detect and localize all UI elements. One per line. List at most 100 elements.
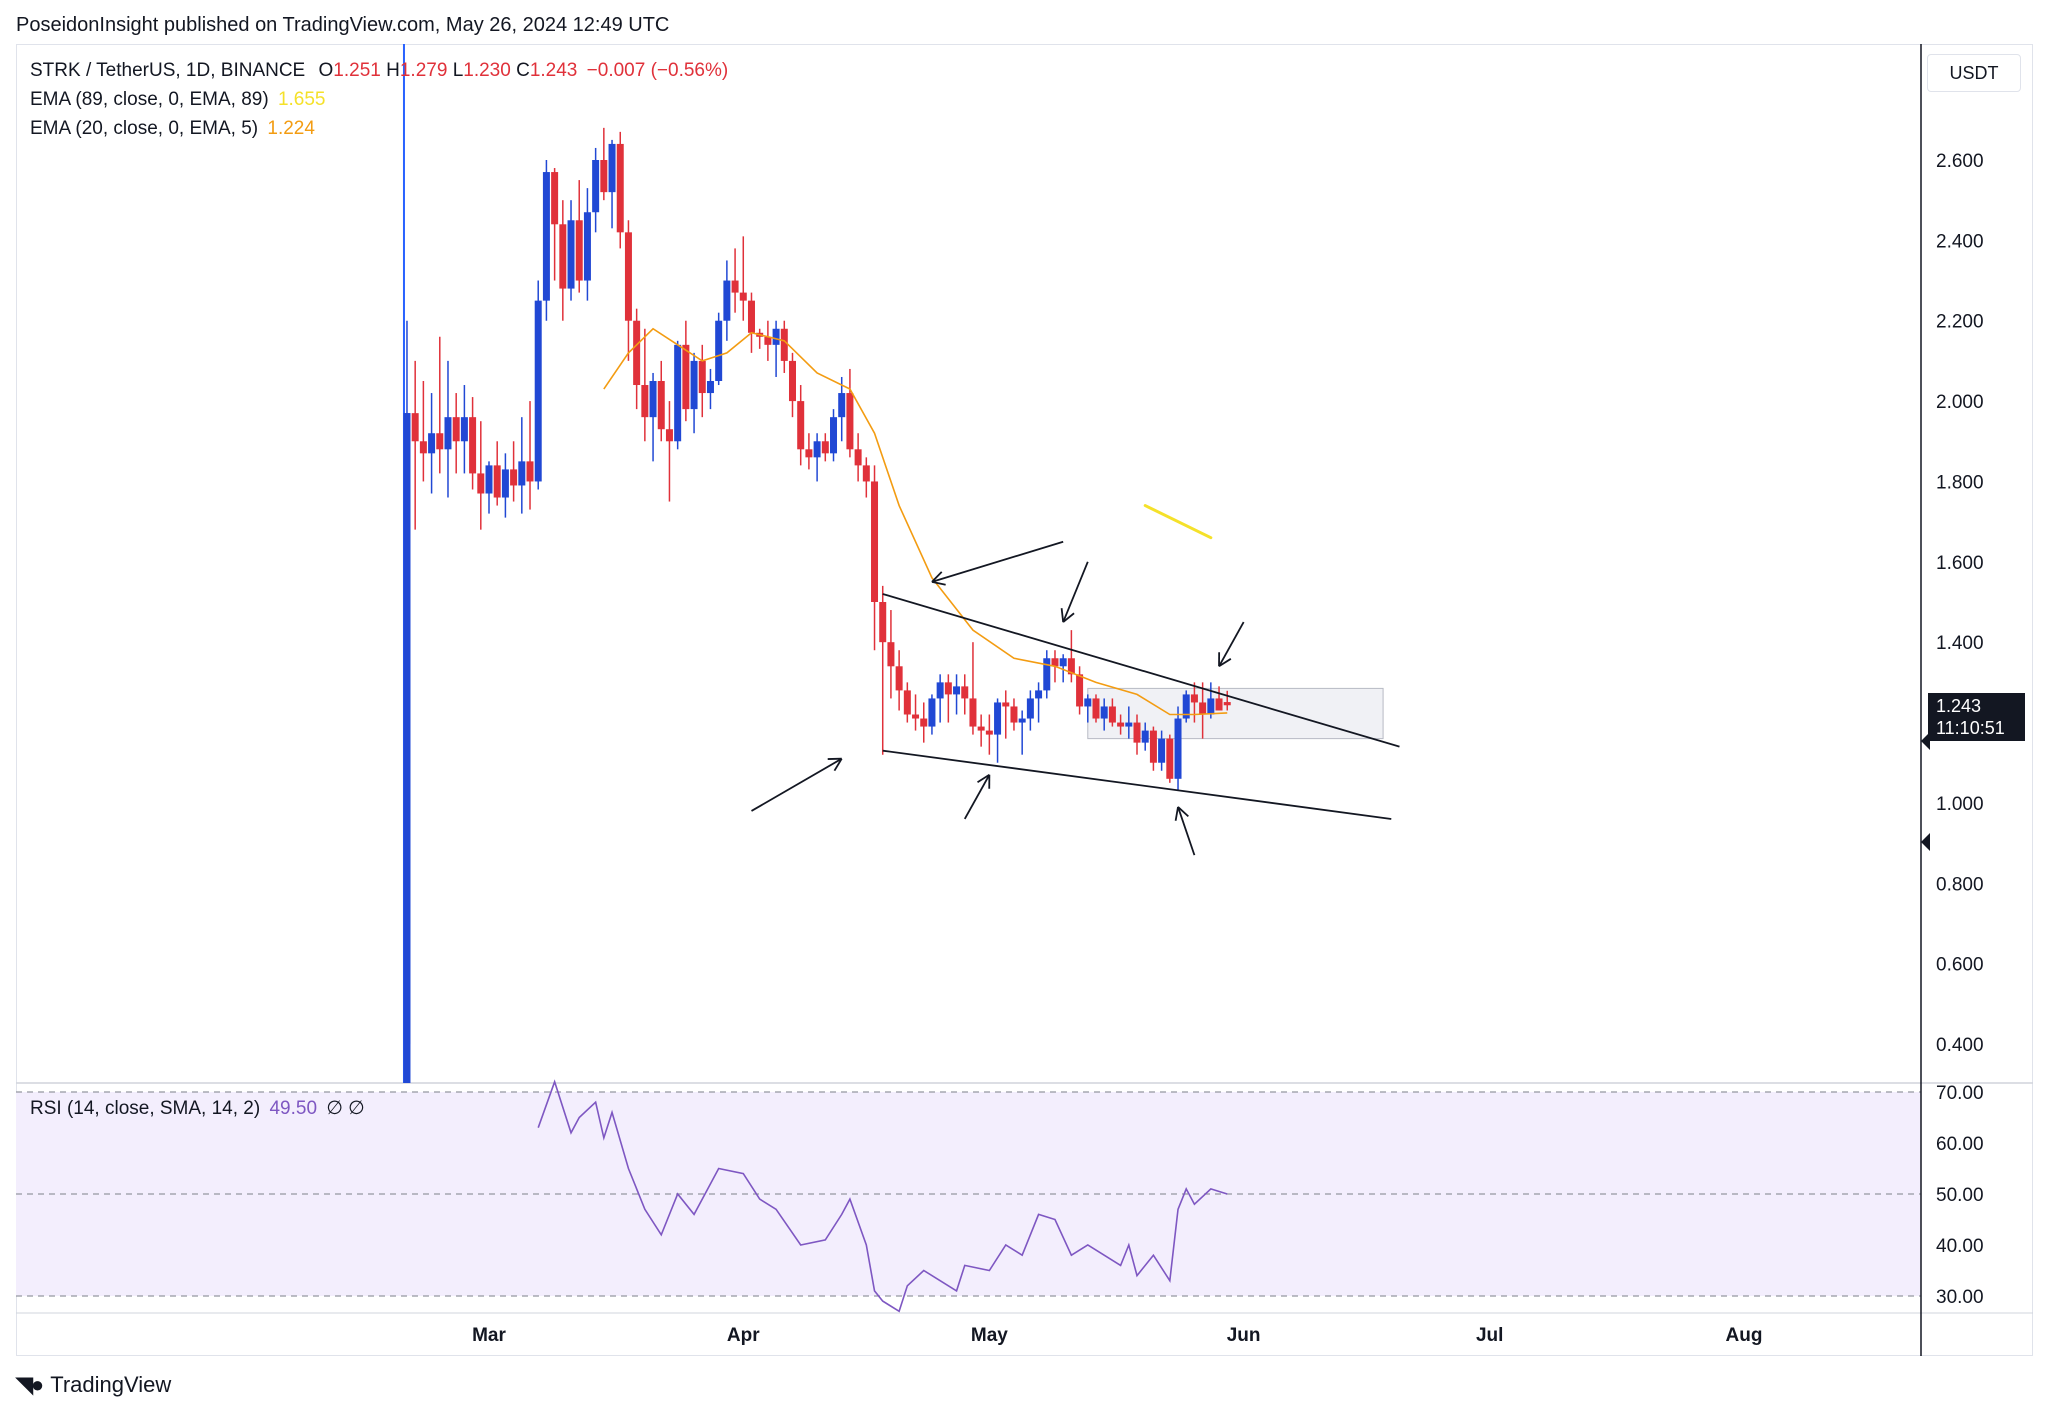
candle-body xyxy=(731,280,739,293)
candle-body xyxy=(460,417,468,442)
candle-body xyxy=(830,417,838,454)
candle-body xyxy=(1133,722,1141,743)
price-tick-label: 1.000 xyxy=(1936,794,1984,815)
candle-body xyxy=(969,698,977,727)
price-tick-label: 2.400 xyxy=(1936,231,1984,252)
candle-body xyxy=(567,220,575,289)
arrow-shaft xyxy=(1177,806,1196,856)
arrow-head xyxy=(1174,806,1179,821)
ema20-line xyxy=(603,327,1228,716)
candle-body xyxy=(592,160,600,213)
candle-body xyxy=(436,433,444,450)
time-tick-label: Aug xyxy=(1726,1325,1763,1346)
tradingview-logo-icon: ◥● xyxy=(16,1372,44,1397)
price-tick-label: 0.400 xyxy=(1936,1035,1984,1056)
candle-body xyxy=(1026,698,1034,719)
candle-body xyxy=(477,473,485,494)
candle-body xyxy=(764,336,772,345)
candle-body xyxy=(1059,658,1067,667)
candle-body-listing xyxy=(403,413,411,1083)
candle-body xyxy=(665,429,673,442)
candle-body xyxy=(1141,730,1149,743)
bar-countdown: 11:10:51 xyxy=(1936,718,2005,738)
candle-body xyxy=(444,417,452,450)
ema89-label: EMA (89, close, 0, EMA, 89) xyxy=(30,89,269,110)
candle-body xyxy=(715,320,723,381)
candle-body xyxy=(501,469,509,498)
candle-body xyxy=(534,300,542,482)
price-tick-label: 2.600 xyxy=(1936,151,1984,172)
candle-body xyxy=(871,481,879,602)
arrow-head xyxy=(1060,608,1065,623)
arrow-head xyxy=(977,774,990,784)
currency-button[interactable]: USDT xyxy=(1927,54,2021,92)
price-tick-label: 0.800 xyxy=(1936,874,1984,895)
candle-body xyxy=(1117,722,1125,727)
rsi-tick-label: 30.00 xyxy=(1936,1287,1984,1308)
legend-ema89[interactable]: EMA (89, close, 0, EMA, 89) 1.655 xyxy=(30,89,325,111)
arrow-head xyxy=(1062,612,1075,623)
candle-body xyxy=(542,172,550,301)
candle-body xyxy=(419,441,427,454)
ema89-value: 1.655 xyxy=(277,89,326,110)
candle-body xyxy=(674,344,682,442)
candle-body xyxy=(1067,658,1075,675)
candles xyxy=(403,127,1231,1083)
arrow-head xyxy=(1218,658,1232,668)
trendline-2 xyxy=(882,749,1392,820)
candle-body xyxy=(1166,738,1174,779)
candle-body xyxy=(690,360,698,410)
candle-body xyxy=(1002,702,1010,707)
legend-ohlc: O1.251 H1.279 L1.230 C1.243 −0.007 (−0.5… xyxy=(318,60,729,81)
legend-symbol[interactable]: STRK / TetherUS, 1D, BINANCE xyxy=(30,60,306,81)
arrow-head xyxy=(833,758,843,772)
candle-body xyxy=(706,381,714,394)
candle-body xyxy=(821,441,829,454)
candle-body xyxy=(944,682,952,695)
candle-body xyxy=(1207,698,1215,715)
candle-body xyxy=(1035,690,1043,699)
chart-frame xyxy=(16,44,2033,1356)
candle-body xyxy=(1223,702,1231,706)
rsi-line xyxy=(537,1079,1228,1313)
candle-body xyxy=(797,401,805,450)
candle-body xyxy=(682,344,690,410)
candle-body xyxy=(1076,674,1084,707)
ema20-value: 1.224 xyxy=(267,118,315,139)
candle-body xyxy=(1010,706,1018,723)
candle-body xyxy=(961,686,969,699)
candle-body xyxy=(887,642,895,667)
candle-body xyxy=(1158,738,1166,763)
arrow-shaft xyxy=(931,540,1064,583)
candle-body xyxy=(862,465,870,482)
ema20-label: EMA (20, close, 0, EMA, 5) xyxy=(30,118,259,139)
arrow-shaft xyxy=(751,757,843,812)
candle-body xyxy=(985,730,993,735)
candle-body xyxy=(994,702,1002,735)
candle-body xyxy=(953,686,961,695)
candle-body xyxy=(1018,718,1026,723)
brand-name: TradingView xyxy=(50,1372,172,1397)
candle-body xyxy=(551,172,559,225)
arrow-shaft xyxy=(963,774,991,820)
candle-body xyxy=(1051,658,1059,667)
candle-body xyxy=(1215,698,1223,711)
candle-body xyxy=(813,441,821,458)
time-tick-label: Apr xyxy=(727,1325,760,1346)
arrow-head xyxy=(931,571,943,583)
candle-body xyxy=(895,666,903,691)
price-tick-label: 1.400 xyxy=(1936,633,1984,654)
price-pointer-icon xyxy=(1921,732,1930,750)
rsi-tick-label: 60.00 xyxy=(1936,1134,1984,1155)
candle-body xyxy=(772,328,780,345)
candle-body xyxy=(649,381,657,418)
legend-ema20[interactable]: EMA (20, close, 0, EMA, 5) 1.224 xyxy=(30,118,315,140)
arrow-head xyxy=(1177,806,1189,818)
price-tick-label: 2.000 xyxy=(1936,392,1984,413)
tradingview-brand[interactable]: ◥● TradingView xyxy=(16,1372,171,1398)
legend-rsi[interactable]: RSI (14, close, SMA, 14, 2) 49.50 ∅ ∅ xyxy=(30,1097,365,1120)
candle-body xyxy=(912,714,920,719)
candle-body xyxy=(805,449,813,458)
candle-body xyxy=(559,224,567,289)
